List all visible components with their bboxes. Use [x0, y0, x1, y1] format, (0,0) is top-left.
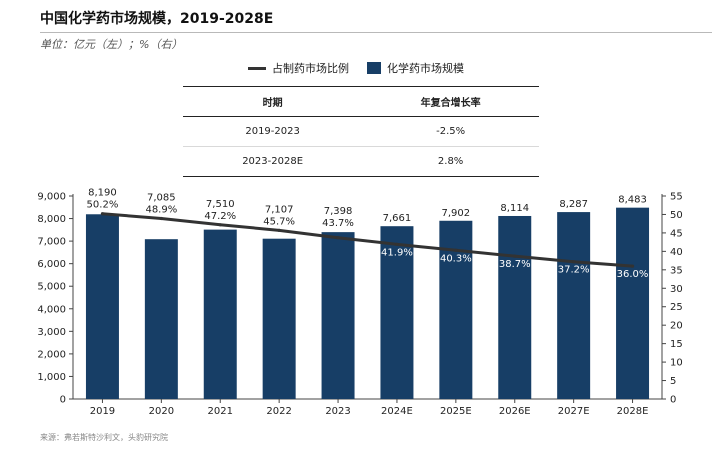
cagr-header-period: 时期 — [183, 86, 363, 117]
legend-line-label: 占制药市场比例 — [272, 62, 349, 75]
left-tick-label: 9,000 — [37, 192, 66, 203]
line-value-label: 47.2% — [204, 211, 236, 222]
bar-value-label: 7,510 — [206, 199, 235, 210]
right-tick-label: 20 — [670, 321, 683, 332]
left-tick-label: 2,000 — [37, 349, 66, 360]
bar-value-label: 7,107 — [265, 204, 294, 215]
left-tick-label: 5,000 — [37, 282, 66, 293]
x-tick-label: 2025E — [440, 406, 472, 417]
right-tick-label: 55 — [670, 192, 683, 203]
left-tick-label: 6,000 — [37, 259, 66, 270]
bar-value-label: 8,114 — [500, 203, 529, 214]
right-tick-label: 30 — [670, 284, 683, 295]
line-value-label: 36.0% — [617, 269, 649, 280]
x-tick-label: 2027E — [558, 406, 590, 417]
line-point — [630, 264, 635, 268]
line-point — [100, 212, 105, 216]
left-tick-label: 4,000 — [37, 304, 66, 315]
legend-line-swatch — [248, 66, 266, 70]
x-tick-label: 2019 — [90, 406, 115, 417]
chart-title: 中国化学药市场规模，2019-2028E — [40, 11, 274, 27]
cagr-period-cell: 2023-2028E — [183, 146, 363, 177]
line-value-label: 43.7% — [322, 218, 354, 229]
left-tick-label: 0 — [60, 395, 66, 406]
bar-value-label: 7,661 — [383, 213, 412, 224]
table-row: 2019-2023 -2.5% — [183, 116, 539, 147]
share-line — [102, 212, 633, 268]
bar — [557, 212, 591, 399]
bar-value-label: 8,190 — [88, 188, 117, 199]
bar-value-label: 7,398 — [324, 206, 353, 217]
bar — [85, 214, 119, 399]
source-note: 来源：弗若斯特沙利文，头豹研究院 — [40, 433, 168, 442]
right-tick-label: 35 — [670, 265, 683, 276]
line-value-label: 41.9% — [381, 247, 413, 258]
left-tick-label: 7,000 — [37, 237, 66, 248]
cagr-period-cell: 2019-2023 — [183, 116, 363, 147]
cagr-rate-cell: -2.5% — [362, 116, 539, 147]
legend-bar-swatch — [367, 62, 381, 74]
bar — [439, 220, 473, 399]
line-point — [513, 254, 517, 258]
x-tick-label: 2024E — [381, 406, 413, 417]
right-tick-label: 25 — [670, 302, 683, 313]
bar — [498, 215, 532, 399]
line-point — [218, 223, 222, 227]
x-tick-label: 2022 — [266, 406, 291, 417]
bar — [321, 232, 355, 399]
title-divider — [40, 32, 712, 33]
cagr-rate-cell: 2.8% — [362, 146, 539, 177]
right-tick-label: 45 — [670, 228, 683, 239]
legend-item-line: 占制药市场比例 — [248, 60, 349, 76]
table-row: 2023-2028E 2.8% — [183, 146, 539, 177]
unit-note: 单位：亿元（左）；%（右） — [40, 38, 183, 51]
bar — [203, 229, 237, 399]
cagr-table: 时期 年复合增长率 2019-2023 -2.5% 2023-2028E 2.8… — [183, 86, 539, 177]
line-value-label: 45.7% — [263, 216, 295, 227]
bar-value-label: 7,085 — [147, 193, 176, 204]
right-tick-label: 5 — [670, 376, 676, 387]
left-tick-label: 1,000 — [37, 372, 66, 383]
x-tick-label: 2021 — [208, 406, 233, 417]
x-tick-label: 2020 — [149, 406, 174, 417]
line-value-label: 38.7% — [499, 259, 531, 270]
line-value-label: 37.2% — [558, 265, 590, 276]
line-value-label: 40.3% — [440, 253, 472, 264]
bar — [144, 239, 178, 399]
right-tick-label: 40 — [670, 247, 683, 258]
line-point — [572, 260, 576, 264]
x-tick-label: 2028E — [617, 406, 649, 417]
line-point — [454, 248, 458, 252]
chart-legend: 占制药市场比例 化学药市场规模 — [248, 60, 482, 76]
bar — [616, 207, 650, 399]
right-tick-label: 0 — [670, 395, 676, 406]
right-tick-label: 50 — [670, 210, 683, 221]
bar-value-label: 8,287 — [559, 199, 588, 210]
x-tick-label: 2026E — [499, 406, 531, 417]
line-point — [159, 216, 163, 221]
bar-value-label: 7,902 — [442, 208, 471, 219]
line-value-label: 50.2% — [87, 200, 119, 211]
line-value-label: 48.9% — [145, 205, 177, 216]
right-tick-label: 10 — [670, 358, 683, 369]
x-tick-label: 2023 — [325, 406, 350, 417]
cagr-header-rate: 年复合增长率 — [362, 86, 539, 117]
line-point — [395, 242, 399, 246]
left-tick-label: 3,000 — [37, 327, 66, 338]
legend-item-bar: 化学药市场规模 — [367, 60, 464, 76]
bar — [262, 238, 296, 399]
right-tick-label: 15 — [670, 339, 683, 350]
bar-value-label: 8,483 — [618, 195, 647, 206]
cagr-table-header-row: 时期 年复合增长率 — [183, 86, 539, 117]
line-point — [277, 228, 281, 232]
left-tick-label: 8,000 — [37, 214, 66, 225]
legend-bar-label: 化学药市场规模 — [387, 62, 464, 75]
bar — [380, 226, 414, 399]
line-point — [336, 236, 340, 240]
